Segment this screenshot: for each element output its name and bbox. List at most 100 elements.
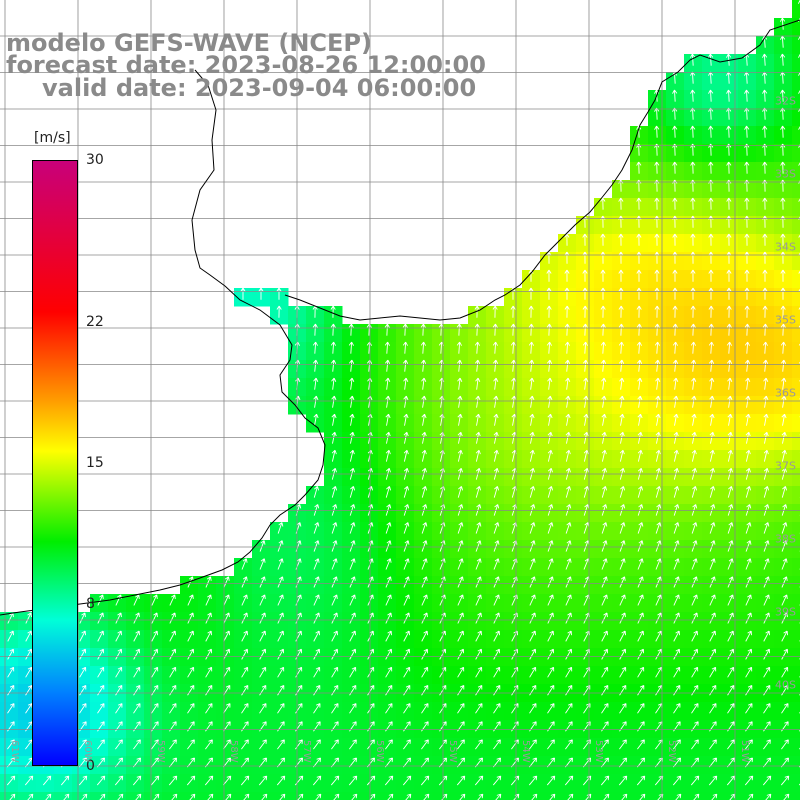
wind-arrow xyxy=(7,703,15,714)
wind-arrow xyxy=(349,666,357,678)
wind-arrow xyxy=(385,703,393,714)
speed-cell xyxy=(792,72,800,91)
wind-arrow xyxy=(655,413,661,426)
wind-arrow xyxy=(672,757,681,768)
speed-cell xyxy=(342,792,361,800)
wind-arrow xyxy=(781,594,788,606)
wind-arrow xyxy=(279,793,286,800)
wind-arrow xyxy=(709,594,716,606)
wind-arrow xyxy=(690,197,696,210)
wind-arrow xyxy=(690,233,696,246)
wind-arrow xyxy=(636,233,642,246)
wind-arrow xyxy=(474,305,480,318)
wind-arrow xyxy=(601,594,608,606)
wind-arrow xyxy=(747,793,754,800)
speed-cell xyxy=(0,792,19,800)
wind-arrow xyxy=(781,612,788,624)
wind-arrow xyxy=(313,486,320,498)
wind-arrow xyxy=(565,540,572,552)
wind-arrow xyxy=(403,540,410,552)
wind-arrow xyxy=(655,486,662,498)
wind-arrow xyxy=(385,630,392,642)
wind-arrow xyxy=(276,757,285,768)
wind-arrow xyxy=(403,739,411,750)
wind-arrow xyxy=(295,703,303,714)
wind-arrow xyxy=(637,666,645,678)
wind-arrow xyxy=(492,775,502,786)
speed-cell xyxy=(108,792,127,800)
wind-arrow xyxy=(673,594,680,606)
wind-arrow xyxy=(25,630,32,642)
wind-arrow xyxy=(349,630,356,642)
wind-arrow xyxy=(115,739,123,750)
wind-arrow xyxy=(277,594,284,606)
wind-arrow xyxy=(403,413,409,426)
wind-arrow xyxy=(763,540,770,552)
wind-arrow xyxy=(672,359,679,372)
wind-arrow xyxy=(709,449,715,462)
wind-arrow xyxy=(762,757,771,768)
wind-arrow xyxy=(673,504,680,516)
wind-arrow xyxy=(330,775,340,786)
wind-arrow xyxy=(619,630,626,642)
wind-arrow xyxy=(421,486,428,498)
wind-arrow xyxy=(673,540,680,552)
wind-arrow xyxy=(81,793,88,800)
wind-arrow xyxy=(546,757,555,768)
wind-arrow xyxy=(385,395,391,408)
wind-arrow xyxy=(492,757,501,768)
wind-arrow xyxy=(603,793,610,800)
speed-cell xyxy=(36,792,55,800)
wind-arrow xyxy=(475,703,483,714)
wind-arrow xyxy=(42,775,52,786)
wind-arrow xyxy=(708,233,714,246)
wind-arrow xyxy=(529,377,535,390)
wind-arrow xyxy=(565,449,571,462)
longitude-label: 54W xyxy=(520,740,531,763)
wind-arrow xyxy=(726,161,732,174)
wind-arrow xyxy=(510,775,520,786)
wind-arrow xyxy=(780,197,786,210)
wind-arrow xyxy=(187,739,195,750)
wind-arrow xyxy=(583,413,589,426)
wind-arrow xyxy=(619,395,625,408)
wind-arrow xyxy=(619,540,626,552)
wind-arrow xyxy=(601,703,609,714)
wind-arrow xyxy=(97,648,105,660)
wind-arrow xyxy=(673,377,679,390)
wind-arrow xyxy=(421,739,429,750)
wind-arrow xyxy=(745,558,752,570)
wind-arrow xyxy=(457,703,465,714)
wind-arrow xyxy=(313,395,319,408)
wind-arrow xyxy=(600,341,606,354)
wind-arrow xyxy=(277,576,284,588)
wind-arrow xyxy=(744,89,750,102)
wind-arrow xyxy=(259,739,267,750)
wind-arrow xyxy=(456,775,466,786)
wind-arrow xyxy=(474,341,480,354)
speed-cell xyxy=(792,774,800,793)
wind-arrow xyxy=(547,540,554,552)
speed-cell xyxy=(792,270,800,289)
wind-arrow xyxy=(349,594,356,606)
wind-arrow xyxy=(691,377,697,390)
wind-arrow xyxy=(439,648,447,660)
speed-cell xyxy=(756,792,775,800)
longitude-label: 55W xyxy=(447,740,458,763)
wind-arrow xyxy=(565,739,573,750)
wind-arrow xyxy=(349,540,356,552)
wind-arrow xyxy=(798,89,800,94)
wind-arrow xyxy=(169,630,176,642)
wind-arrow xyxy=(207,793,214,800)
wind-arrow xyxy=(402,323,408,336)
wind-arrow xyxy=(691,630,698,642)
wind-arrow xyxy=(403,648,411,660)
speed-cell xyxy=(432,792,451,800)
wind-arrow xyxy=(727,648,735,660)
wind-arrow xyxy=(168,775,178,786)
wind-arrow xyxy=(565,576,572,588)
wind-arrow xyxy=(636,775,646,786)
wind-arrow xyxy=(601,413,607,426)
wind-arrow xyxy=(79,630,86,642)
